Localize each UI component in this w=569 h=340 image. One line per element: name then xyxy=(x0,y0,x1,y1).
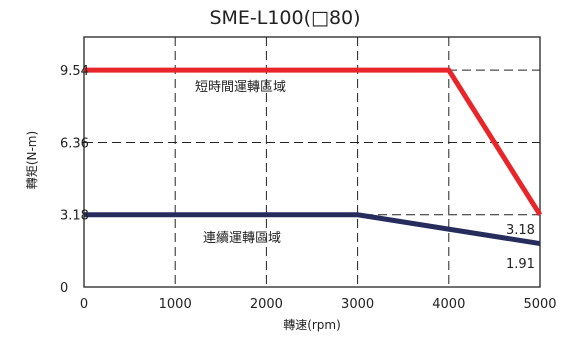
series-line-continuous xyxy=(84,212,541,247)
annotation-3.18: 3.18 xyxy=(506,223,535,238)
y-tick-label: 0 xyxy=(60,281,68,296)
y-tick-labels: 0 3.18 6.36 9.54 xyxy=(60,64,89,296)
x-tick-label: 3000 xyxy=(341,297,374,312)
x-axis-label: 轉速(rpm) xyxy=(283,318,341,332)
chart-title: SME-L100(□80) xyxy=(209,7,360,29)
x-tick-label: 1000 xyxy=(159,297,192,312)
x-tick-labels: 0 1000 2000 3000 4000 5000 xyxy=(80,297,557,312)
series-line-short-time xyxy=(84,67,543,217)
x-tick-label: 4000 xyxy=(432,297,465,312)
zone-label-short-time: 短時間運轉區域 xyxy=(195,80,286,95)
x-tick-label: 2000 xyxy=(250,297,283,312)
y-tick-label: 6.36 xyxy=(60,136,89,151)
plot-frame xyxy=(83,36,541,288)
y-tick-label: 3.18 xyxy=(60,209,89,224)
x-tick-label: 0 xyxy=(80,297,88,312)
y-tick-label: 9.54 xyxy=(60,64,89,79)
annotation-1.91: 1.91 xyxy=(506,257,535,272)
grid-lines xyxy=(84,37,540,287)
zone-label-continuous: 連續運轉區域 xyxy=(203,231,281,246)
x-tick-label: 5000 xyxy=(523,297,556,312)
y-axis-label: 轉矩(N-m) xyxy=(25,131,39,189)
